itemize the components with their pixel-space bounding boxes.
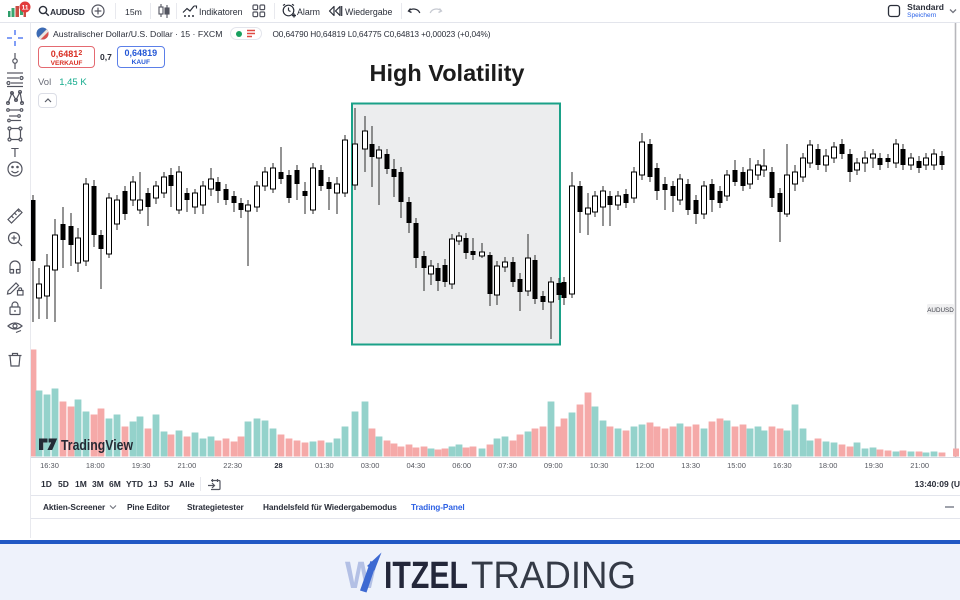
svg-text:TRADING: TRADING <box>471 555 636 597</box>
svg-text:11: 11 <box>22 4 29 11</box>
svg-text:AUDUSD: AUDUSD <box>927 307 954 314</box>
svg-text:TradingView: TradingView <box>61 438 134 454</box>
svg-text:High Volatility: High Volatility <box>370 60 525 86</box>
svg-text:ITZEL: ITZEL <box>384 555 468 597</box>
svg-text:T: T <box>11 145 19 160</box>
